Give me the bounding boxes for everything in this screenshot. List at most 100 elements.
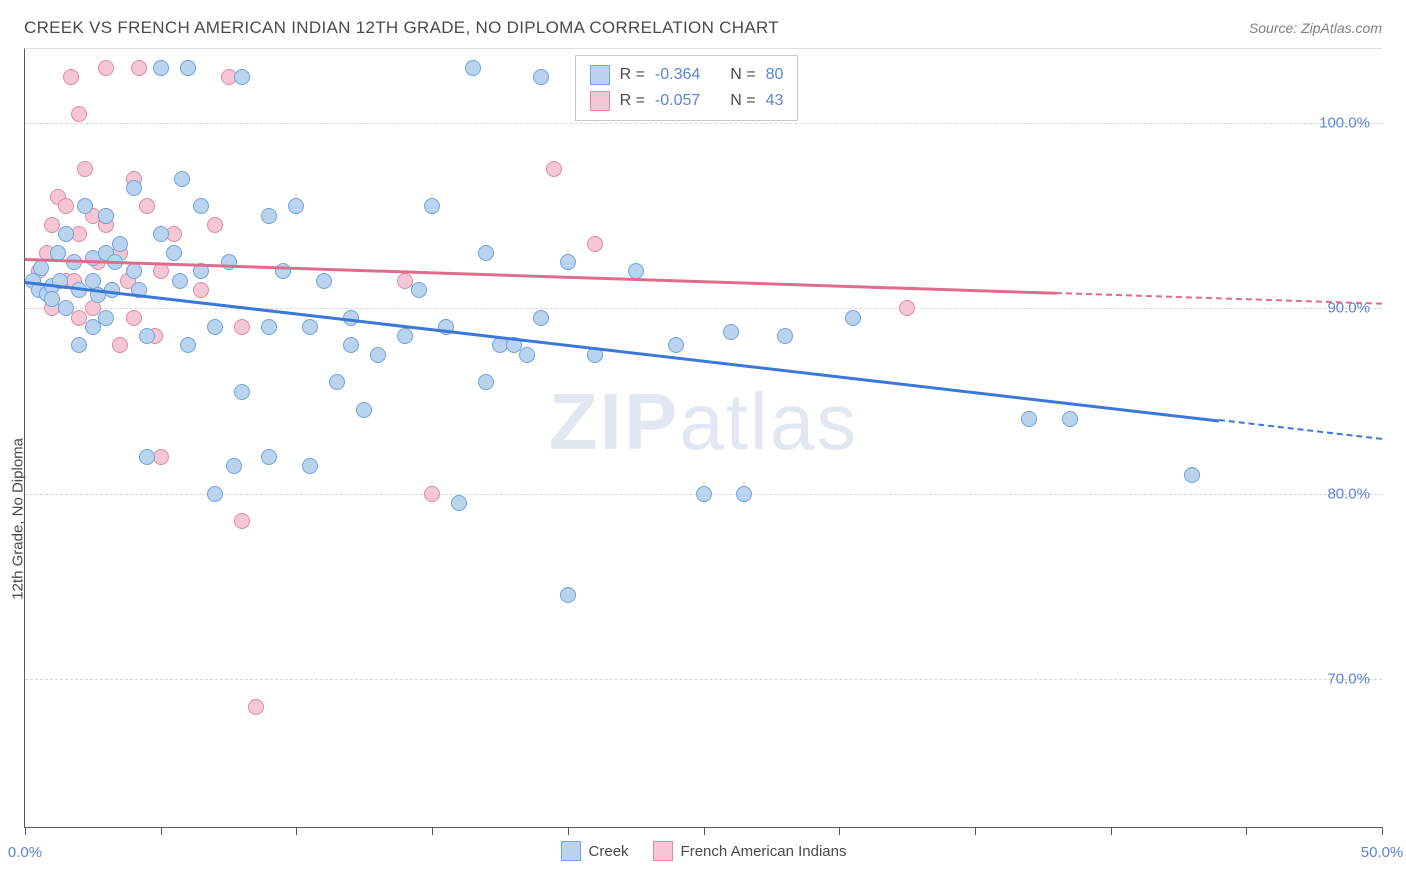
chart-legend: Creek French American Indians bbox=[561, 841, 847, 861]
creek-marker bbox=[723, 324, 739, 340]
creek-marker bbox=[560, 254, 576, 270]
creek-marker bbox=[533, 69, 549, 85]
legend-item-french: French American Indians bbox=[653, 841, 847, 861]
creek-marker bbox=[226, 458, 242, 474]
creek-marker bbox=[261, 208, 277, 224]
y-tick-label: 100.0% bbox=[1319, 115, 1370, 132]
swatch-icon bbox=[561, 841, 581, 861]
creek-marker bbox=[174, 171, 190, 187]
creek-marker bbox=[85, 273, 101, 289]
french-regression-line bbox=[1056, 292, 1382, 305]
creek-marker bbox=[139, 449, 155, 465]
creek-marker bbox=[411, 282, 427, 298]
x-tick-label: 0.0% bbox=[8, 844, 42, 861]
creek-marker bbox=[180, 60, 196, 76]
creek-marker bbox=[1062, 411, 1078, 427]
swatch-icon bbox=[653, 841, 673, 861]
creek-marker bbox=[193, 198, 209, 214]
creek-marker bbox=[58, 300, 74, 316]
french-marker bbox=[112, 337, 128, 353]
french-marker bbox=[207, 217, 223, 233]
creek-marker bbox=[343, 337, 359, 353]
creek-marker bbox=[1021, 411, 1037, 427]
french-marker bbox=[546, 161, 562, 177]
creek-marker bbox=[465, 60, 481, 76]
creek-marker bbox=[207, 319, 223, 335]
creek-marker bbox=[302, 458, 318, 474]
watermark: ZIPatlas bbox=[549, 376, 858, 468]
creek-marker bbox=[560, 587, 576, 603]
french-marker bbox=[139, 198, 155, 214]
chart-plot-area: ZIPatlas R = -0.364 N = 80 R = -0.057 N … bbox=[24, 48, 1382, 828]
x-tick bbox=[1246, 827, 1247, 835]
creek-marker bbox=[1184, 467, 1200, 483]
creek-marker bbox=[519, 347, 535, 363]
x-tick bbox=[1111, 827, 1112, 835]
creek-marker bbox=[845, 310, 861, 326]
x-tick bbox=[1382, 827, 1383, 835]
french-marker bbox=[131, 60, 147, 76]
creek-marker bbox=[736, 486, 752, 502]
creek-marker bbox=[33, 260, 49, 276]
creek-marker bbox=[166, 245, 182, 261]
gridline bbox=[25, 308, 1382, 309]
french-marker bbox=[424, 486, 440, 502]
creek-marker bbox=[153, 226, 169, 242]
french-marker bbox=[193, 282, 209, 298]
creek-marker bbox=[777, 328, 793, 344]
legend-item-creek: Creek bbox=[561, 841, 629, 861]
french-marker bbox=[587, 236, 603, 252]
y-tick-label: 80.0% bbox=[1327, 485, 1370, 502]
creek-marker bbox=[302, 319, 318, 335]
chart-title: CREEK VS FRENCH AMERICAN INDIAN 12TH GRA… bbox=[24, 18, 779, 38]
source-attribution: Source: ZipAtlas.com bbox=[1249, 20, 1382, 36]
french-marker bbox=[153, 263, 169, 279]
creek-marker bbox=[153, 60, 169, 76]
creek-marker bbox=[478, 374, 494, 390]
creek-marker bbox=[126, 180, 142, 196]
creek-marker bbox=[234, 384, 250, 400]
creek-marker bbox=[696, 486, 712, 502]
creek-marker bbox=[356, 402, 372, 418]
stats-row-french: R = -0.057 N = 43 bbox=[590, 88, 784, 114]
x-tick bbox=[25, 827, 26, 835]
creek-marker bbox=[98, 208, 114, 224]
creek-marker bbox=[112, 236, 128, 252]
x-tick bbox=[975, 827, 976, 835]
creek-marker bbox=[424, 198, 440, 214]
creek-regression-line bbox=[25, 281, 1219, 423]
creek-marker bbox=[180, 337, 196, 353]
creek-marker bbox=[316, 273, 332, 289]
x-tick bbox=[839, 827, 840, 835]
x-tick bbox=[432, 827, 433, 835]
french-marker bbox=[126, 310, 142, 326]
creek-marker bbox=[533, 310, 549, 326]
french-marker bbox=[234, 319, 250, 335]
x-tick bbox=[704, 827, 705, 835]
swatch-icon bbox=[590, 91, 610, 111]
gridline bbox=[25, 679, 1382, 680]
french-marker bbox=[71, 106, 87, 122]
creek-marker bbox=[478, 245, 494, 261]
creek-regression-line bbox=[1219, 419, 1382, 440]
creek-marker bbox=[288, 198, 304, 214]
x-tick bbox=[568, 827, 569, 835]
creek-marker bbox=[261, 449, 277, 465]
french-marker bbox=[58, 198, 74, 214]
french-marker bbox=[899, 300, 915, 316]
creek-marker bbox=[207, 486, 223, 502]
creek-marker bbox=[668, 337, 684, 353]
creek-marker bbox=[370, 347, 386, 363]
chart-container: 12th Grade, No Diploma ZIPatlas R = -0.3… bbox=[24, 48, 1382, 828]
swatch-icon bbox=[590, 65, 610, 85]
creek-marker bbox=[451, 495, 467, 511]
creek-marker bbox=[261, 319, 277, 335]
creek-marker bbox=[139, 328, 155, 344]
french-marker bbox=[248, 699, 264, 715]
creek-marker bbox=[234, 69, 250, 85]
stats-row-creek: R = -0.364 N = 80 bbox=[590, 62, 784, 88]
x-tick bbox=[296, 827, 297, 835]
correlation-stats-box: R = -0.364 N = 80 R = -0.057 N = 43 bbox=[575, 55, 799, 121]
creek-marker bbox=[329, 374, 345, 390]
french-marker bbox=[234, 513, 250, 529]
